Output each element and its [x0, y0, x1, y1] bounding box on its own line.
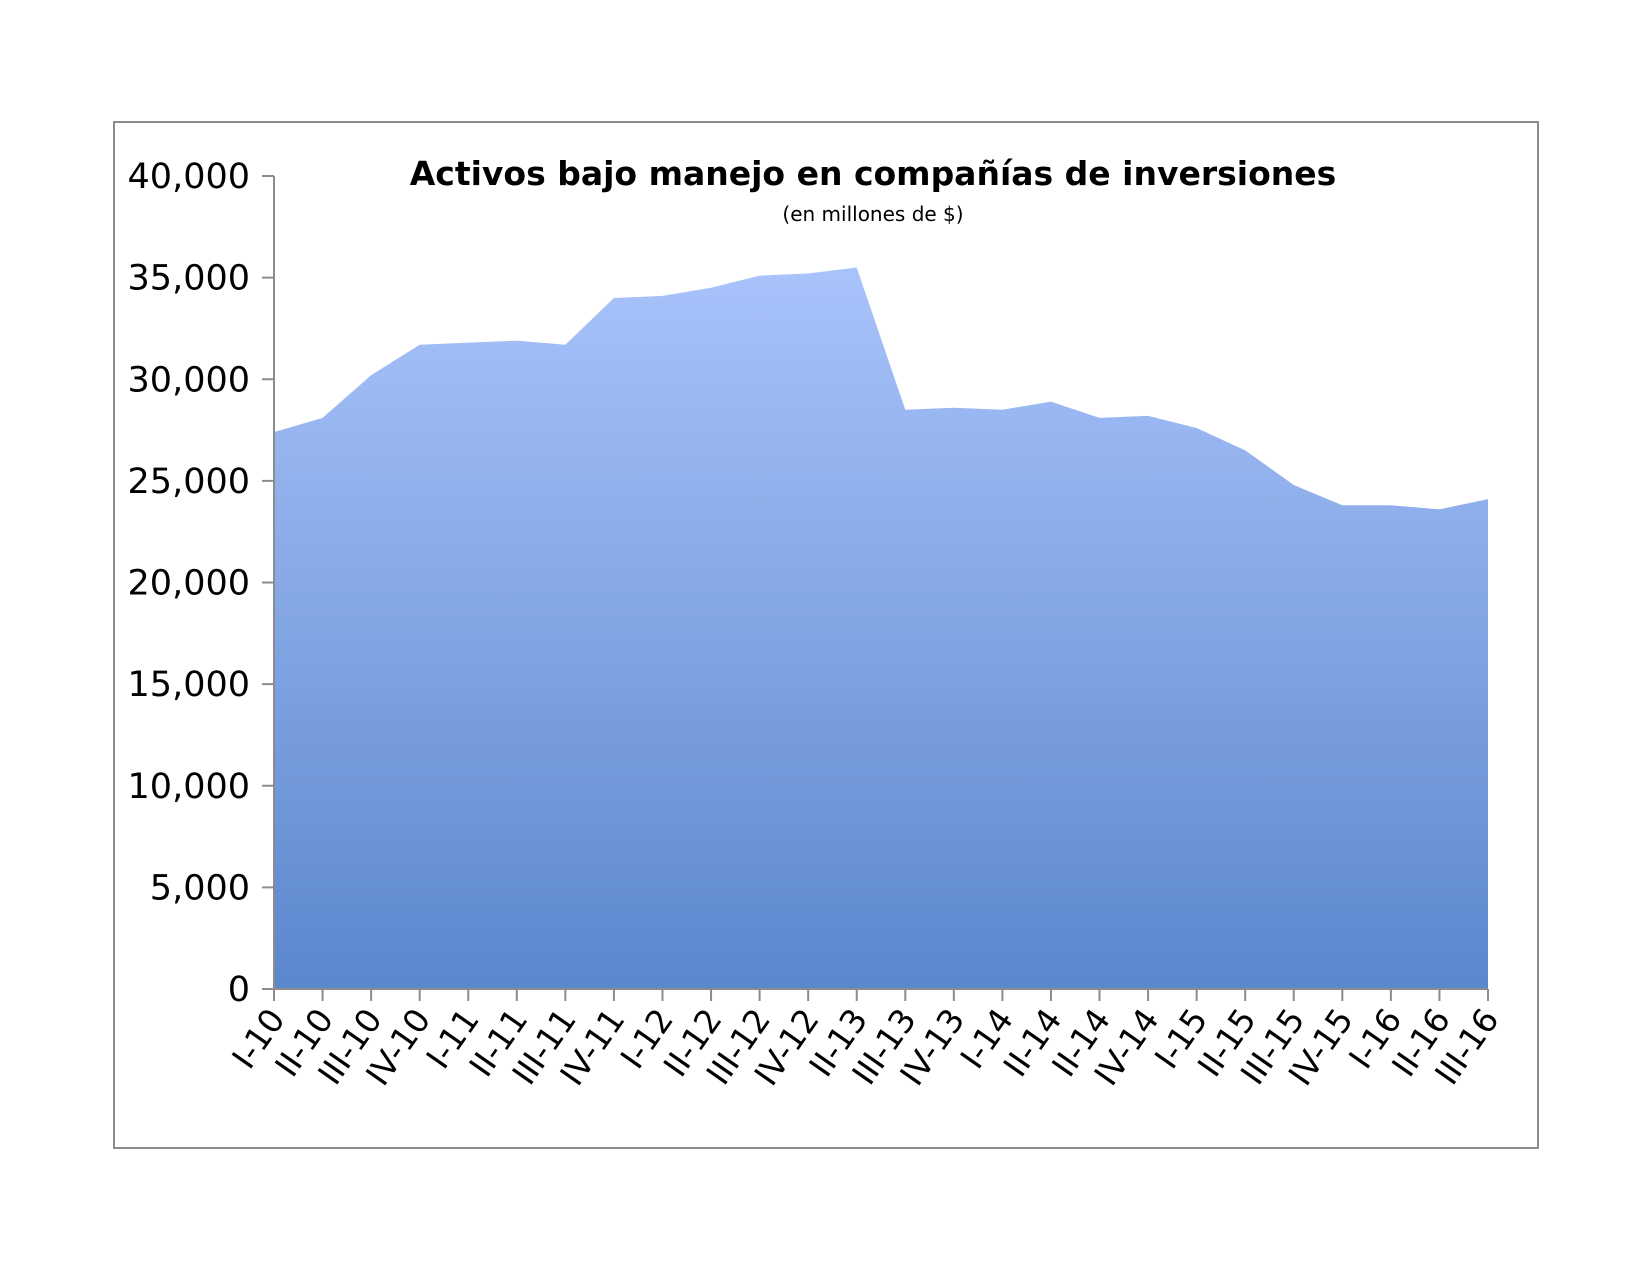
chart-subtitle: (en millones de $) [782, 202, 963, 226]
y-tick-label: 40,000 [128, 157, 250, 197]
area-series [274, 267, 1488, 989]
y-tick-label: 20,000 [128, 564, 250, 604]
y-tick-label: 30,000 [128, 360, 250, 400]
y-tick-label: 15,000 [128, 665, 250, 705]
y-tick-label: 10,000 [128, 767, 250, 807]
y-tick-label: 5,000 [150, 868, 250, 908]
chart-title: Activos bajo manejo en compañías de inve… [410, 154, 1337, 193]
y-tick-label: 25,000 [128, 462, 250, 502]
y-tick-label: 0 [228, 970, 250, 1010]
y-tick-label: 35,000 [128, 259, 250, 299]
